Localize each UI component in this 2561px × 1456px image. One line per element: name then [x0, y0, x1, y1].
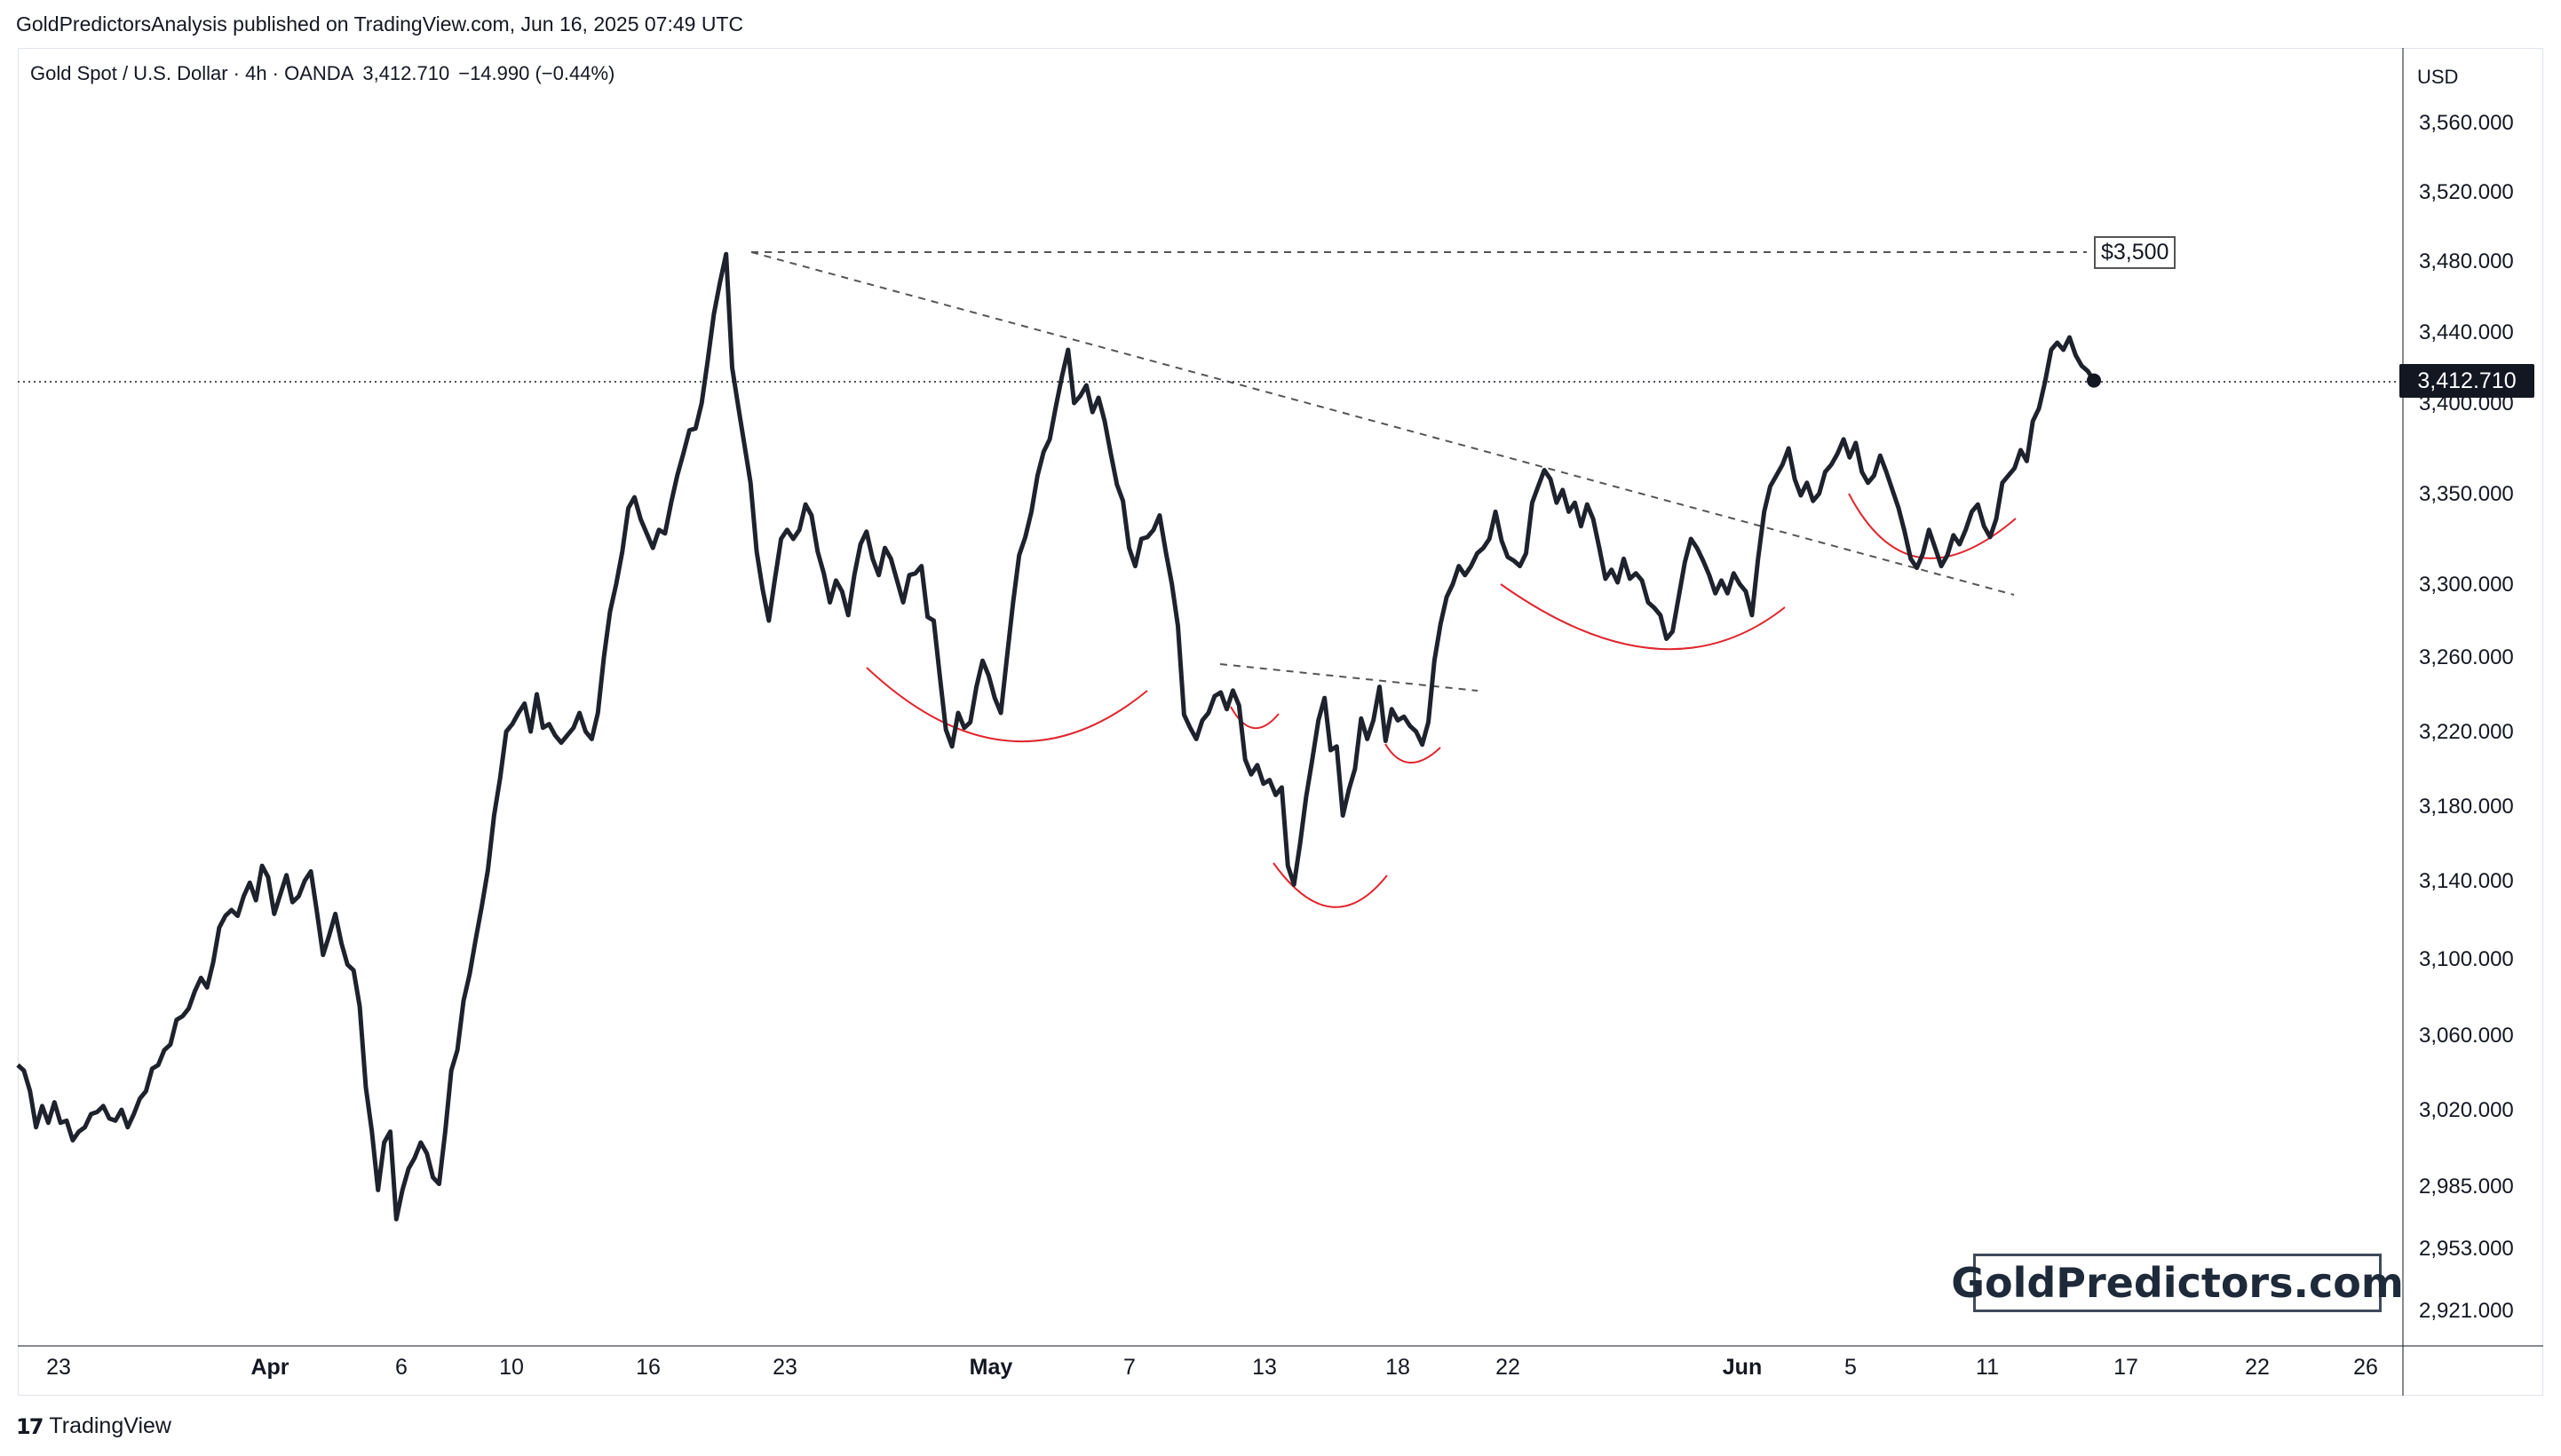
time-tick-label: 22 — [1495, 1355, 1520, 1380]
arc-head — [1273, 862, 1388, 908]
time-tick-label: 18 — [1385, 1355, 1410, 1380]
price-tick-label: 3,350.000 — [2419, 482, 2514, 506]
time-tick-label: Jun — [1723, 1355, 1762, 1380]
time-tick-label: 11 — [1976, 1355, 1999, 1380]
time-tick-label: 26 — [2353, 1355, 2378, 1380]
time-tick-label: 23 — [773, 1355, 797, 1380]
price-tick-label: 2,985.000 — [2419, 1175, 2514, 1199]
price-tick-label: 3,300.000 — [2419, 573, 2514, 597]
currency-label[interactable]: USD — [2417, 66, 2459, 88]
price-tick-label: 3,260.000 — [2419, 645, 2514, 669]
price-tick-label: 3,480.000 — [2419, 249, 2514, 273]
symbol-legend: Gold Spot / U.S. Dollar · 4h · OANDA 3,41… — [30, 62, 623, 85]
arc-left-shoulder — [866, 667, 1148, 743]
price-tick-label: 3,520.000 — [2419, 180, 2514, 204]
arc-right-shoulder — [1500, 583, 1786, 651]
time-tick-label: 6 — [395, 1355, 408, 1380]
last-price-badge: 3,412.710 — [2399, 364, 2534, 398]
last-price: 3,412.710 — [362, 62, 450, 84]
published-caption: GoldPredictorsAnalysis published on Trad… — [16, 12, 744, 36]
time-tick-label: 23 — [46, 1355, 71, 1380]
price-tick-label: 3,560.000 — [2419, 111, 2514, 135]
time-tick-label: Apr — [250, 1355, 289, 1380]
tradingview-logo-icon: 17 — [16, 1413, 44, 1439]
price-axis[interactable]: 3,560.0003,520.0003,480.0003,440.0003,40… — [2419, 111, 2514, 1323]
drawing-annotations — [750, 251, 2087, 908]
time-tick-label: 7 — [1123, 1355, 1136, 1380]
watermark-logo: GoldPredictors.com — [1951, 1254, 2404, 1312]
price-change: −14.990 (−0.44%) — [458, 62, 615, 84]
price-tick-label: 3,140.000 — [2419, 869, 2514, 893]
neckline-may — [1219, 663, 1479, 692]
time-tick-label: 17 — [2113, 1355, 2138, 1380]
price-tick-label: 3,020.000 — [2419, 1098, 2514, 1122]
symbol-description: Gold Spot / U.S. Dollar · 4h · OANDA — [30, 62, 354, 84]
arc-small-right — [1384, 743, 1441, 764]
price-tick-label: 3,220.000 — [2419, 720, 2514, 744]
time-tick-label: 16 — [636, 1355, 661, 1380]
time-tick-label: May — [970, 1355, 1013, 1380]
descending-trendline — [750, 251, 2015, 596]
price-tick-label: 2,921.000 — [2419, 1299, 2514, 1323]
tradingview-brand: TradingView — [49, 1413, 171, 1438]
chart-frame — [18, 48, 2543, 1396]
time-tick-label: 22 — [2245, 1355, 2270, 1380]
time-tick-label: 5 — [1844, 1355, 1857, 1380]
price-tick-label: 3,060.000 — [2419, 1024, 2514, 1048]
time-tick-label: 10 — [499, 1355, 524, 1380]
time-axis[interactable]: 23 Apr 6 10 16 23 May 7 13 18 22 Jun 5 11 17 22 26 — [46, 1355, 2378, 1380]
time-tick-label: 13 — [1252, 1355, 1277, 1380]
arc-handle — [1848, 493, 2017, 559]
arc-small-left — [1230, 706, 1280, 729]
price-tick-label: 3,180.000 — [2419, 795, 2514, 819]
price-series-line — [16, 251, 2097, 1222]
footer-branding[interactable]: 17 TradingView — [16, 1413, 171, 1439]
target-price-label: $3,500 — [2094, 236, 2176, 269]
price-tick-label: 3,440.000 — [2419, 320, 2514, 344]
price-tick-label: 3,100.000 — [2419, 947, 2514, 971]
last-price-dot — [2087, 373, 2101, 388]
price-tick-label: 2,953.000 — [2419, 1237, 2514, 1261]
